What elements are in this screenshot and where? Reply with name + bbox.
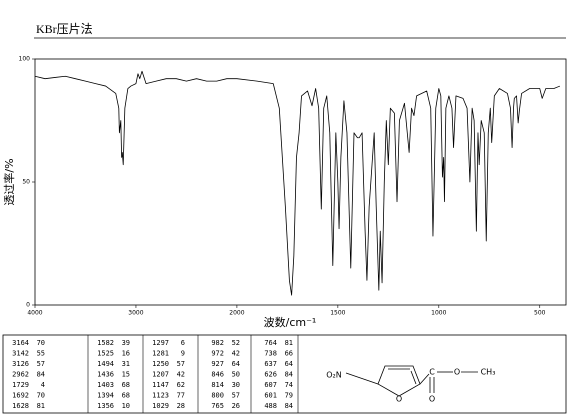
peak-transmittance: 68 xyxy=(122,392,130,400)
peak-wavenumber: 846 xyxy=(211,371,224,379)
table-frame xyxy=(2,334,567,414)
peak-wavenumber: 1356 xyxy=(97,402,114,410)
peak-wavenumber: 1403 xyxy=(97,381,114,389)
peak-transmittance: 70 xyxy=(37,339,45,347)
peak-transmittance: 42 xyxy=(177,371,185,379)
atom-label: O xyxy=(454,368,460,377)
x-tick-label: 4000 xyxy=(27,310,42,317)
peak-wavenumber: 972 xyxy=(211,350,224,358)
peak-wavenumber: 814 xyxy=(211,381,224,389)
peak-wavenumber: 1729 xyxy=(12,381,29,389)
y-axis-label: 透过率/% xyxy=(2,158,16,205)
peak-wavenumber: 765 xyxy=(211,402,224,410)
peak-transmittance: 64 xyxy=(232,360,240,368)
spectrum-line xyxy=(34,70,561,296)
peak-transmittance: 4 xyxy=(41,381,45,389)
peak-wavenumber: 488 xyxy=(264,402,277,410)
peak-wavenumber: 1628 xyxy=(12,402,29,410)
peak-wavenumber: 1582 xyxy=(97,339,114,347)
x-tick-label: 2000 xyxy=(229,310,244,317)
peak-wavenumber: 601 xyxy=(264,392,277,400)
peak-transmittance: 62 xyxy=(177,381,185,389)
peak-wavenumber: 2962 xyxy=(12,371,29,379)
peak-transmittance: 81 xyxy=(285,339,293,347)
x-axis-label: 波数/cm⁻¹ xyxy=(264,316,317,329)
peak-transmittance: 84 xyxy=(285,402,293,410)
peak-transmittance: 57 xyxy=(37,360,45,368)
peak-wavenumber: 1250 xyxy=(152,360,169,368)
peak-wavenumber: 927 xyxy=(211,360,224,368)
double-bond xyxy=(410,370,417,385)
peak-transmittance: 52 xyxy=(232,339,240,347)
atom-label: CH₃ xyxy=(481,368,496,377)
furan-ring xyxy=(377,365,421,397)
peak-wavenumber: 3142 xyxy=(12,350,29,358)
peak-transmittance: 79 xyxy=(285,392,293,400)
y-tick-label: 0 xyxy=(26,302,30,309)
peak-transmittance: 15 xyxy=(122,371,130,379)
peak-transmittance: 26 xyxy=(232,402,240,410)
peak-wavenumber: 1494 xyxy=(97,360,114,368)
peak-wavenumber: 1029 xyxy=(152,402,169,410)
peak-wavenumber: 1394 xyxy=(97,392,114,400)
peak-wavenumber: 626 xyxy=(264,371,277,379)
peak-transmittance: 74 xyxy=(285,381,293,389)
peak-transmittance: 55 xyxy=(37,350,45,358)
peak-wavenumber: 800 xyxy=(211,392,224,400)
peak-wavenumber: 1147 xyxy=(152,381,169,389)
atom-label: O xyxy=(429,395,435,404)
peak-transmittance: 10 xyxy=(122,402,130,410)
peak-wavenumber: 3126 xyxy=(12,360,29,368)
y-tick-label: 100 xyxy=(19,56,31,63)
peak-wavenumber: 1692 xyxy=(12,392,29,400)
peak-wavenumber: 1436 xyxy=(97,371,114,379)
peak-transmittance: 57 xyxy=(177,360,185,368)
peak-wavenumber: 637 xyxy=(264,360,277,368)
peak-transmittance: 64 xyxy=(285,360,293,368)
peak-transmittance: 68 xyxy=(122,381,130,389)
atom-label: O₂N xyxy=(326,371,342,380)
x-tick-label: 3000 xyxy=(128,310,143,317)
peak-transmittance: 28 xyxy=(177,402,185,410)
atom-label: O xyxy=(396,395,402,404)
bond xyxy=(345,372,379,385)
peak-wavenumber: 982 xyxy=(211,339,224,347)
peak-transmittance: 30 xyxy=(232,381,240,389)
plot-frame xyxy=(34,58,567,306)
y-tick-label: 50 xyxy=(22,179,30,186)
peak-wavenumber: 1297 xyxy=(152,339,169,347)
peak-transmittance: 31 xyxy=(122,360,130,368)
peak-transmittance: 70 xyxy=(37,392,45,400)
peak-wavenumber: 1123 xyxy=(152,392,169,400)
peak-transmittance: 57 xyxy=(232,392,240,400)
x-tick-label: 1500 xyxy=(330,310,345,317)
peak-transmittance: 84 xyxy=(37,371,45,379)
x-tick-label: 1000 xyxy=(431,310,446,317)
peak-transmittance: 50 xyxy=(232,371,240,379)
peak-transmittance: 66 xyxy=(285,350,293,358)
peak-wavenumber: 1207 xyxy=(152,371,169,379)
peak-transmittance: 42 xyxy=(232,350,240,358)
peak-wavenumber: 764 xyxy=(264,339,277,347)
atom-label: C xyxy=(429,368,435,377)
peak-transmittance: 6 xyxy=(181,339,185,347)
peak-wavenumber: 607 xyxy=(264,381,277,389)
x-tick-label: 500 xyxy=(534,310,546,317)
peak-transmittance: 16 xyxy=(122,350,130,358)
peak-transmittance: 84 xyxy=(285,371,293,379)
structure xyxy=(345,365,478,397)
peak-transmittance: 9 xyxy=(181,350,185,358)
chart-title: KBr压片法 xyxy=(36,22,93,36)
peak-wavenumber: 738 xyxy=(264,350,277,358)
peak-transmittance: 81 xyxy=(37,402,45,410)
bond xyxy=(419,373,430,385)
peak-transmittance: 39 xyxy=(122,339,130,347)
peak-wavenumber: 1525 xyxy=(97,350,114,358)
peak-transmittance: 77 xyxy=(177,392,185,400)
peak-wavenumber: 3164 xyxy=(12,339,29,347)
peak-wavenumber: 1281 xyxy=(152,350,169,358)
